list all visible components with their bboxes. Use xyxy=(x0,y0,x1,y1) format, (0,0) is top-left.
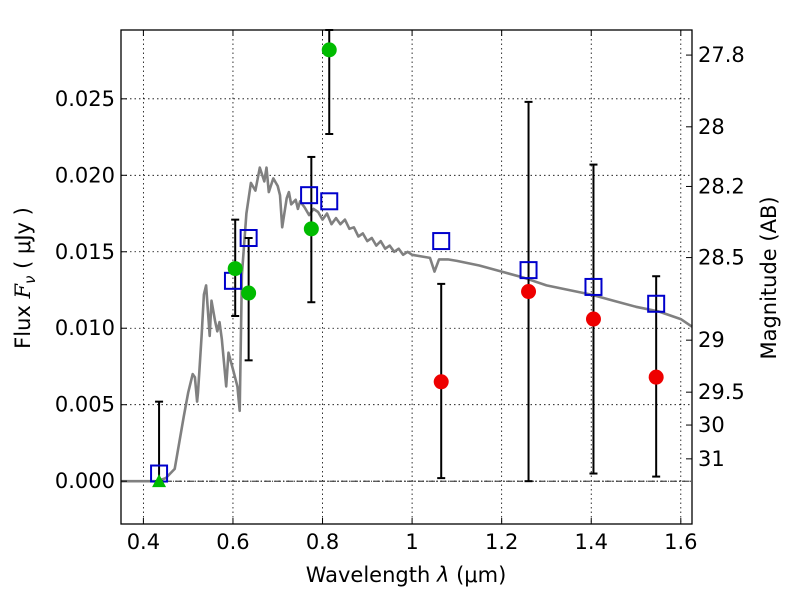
detection-point xyxy=(241,285,257,301)
ticks-layer: 0.4 0.6 0.8 1 1.2 1.4 1.6 0.000 0.005 0.010 0.015 0… xyxy=(55,30,745,554)
model-photometry-square xyxy=(320,192,339,211)
upper-limit-point xyxy=(585,311,601,327)
non-detection-triangle xyxy=(152,474,167,488)
x-axis-label: Wavelength λ (μm) xyxy=(306,563,507,587)
x-tick-label: 0.8 xyxy=(306,530,339,554)
upper-limit-point xyxy=(648,369,664,385)
model-photometry-square xyxy=(432,232,451,251)
x-tick-label: 1.6 xyxy=(664,530,697,554)
mag-tick-label: 29 xyxy=(698,328,725,352)
y-axis-f-symbol: F xyxy=(11,283,35,300)
detection-point xyxy=(227,261,243,277)
markers-layer xyxy=(150,42,666,488)
mag-tick-label: 31 xyxy=(698,447,725,471)
plot-frame xyxy=(120,29,693,525)
upper-limit-point xyxy=(521,284,537,300)
mag-tick-label: 28.5 xyxy=(698,246,745,270)
y-axis-label: Flux Fν ( μJy ) xyxy=(11,207,39,349)
y-tick-label: 0.010 xyxy=(55,316,115,340)
x-axis-unit: (μm) xyxy=(449,563,506,587)
y-tick-label: 0.025 xyxy=(55,87,115,111)
model-photometry-square xyxy=(647,294,666,313)
model-photometry-square xyxy=(519,261,538,280)
mag-tick-label: 28 xyxy=(698,115,725,139)
detection-point xyxy=(303,221,319,237)
upper-limit-point xyxy=(433,374,449,390)
mag-tick-label: 29.5 xyxy=(698,380,745,404)
y-tick-label: 0.020 xyxy=(55,163,115,187)
x-tick-label: 0.4 xyxy=(127,530,160,554)
y-tick-label: 0.005 xyxy=(55,393,115,417)
y-axis-label-prefix: Flux xyxy=(11,299,35,349)
detection-point xyxy=(321,42,337,58)
y2-axis-label: Magnitude (AB) xyxy=(757,196,781,359)
y-tick-label: 0.015 xyxy=(55,240,115,264)
mag-tick-label: 28.2 xyxy=(698,174,745,198)
mag-tick-label: 30 xyxy=(698,413,725,437)
mag-tick-label: 27.8 xyxy=(698,43,745,67)
x-tick-label: 1.2 xyxy=(485,530,518,554)
x-tick-label: 1.4 xyxy=(575,530,608,554)
model-photometry-square xyxy=(584,277,603,296)
x-tick-label: 1 xyxy=(405,530,418,554)
x-tick-label: 0.6 xyxy=(216,530,249,554)
y-axis-nu-subscript: ν xyxy=(21,276,39,284)
x-axis-lambda: λ xyxy=(436,563,449,587)
y-tick-label: 0.000 xyxy=(55,469,115,493)
y-axis-unit: ( μJy ) xyxy=(11,207,35,275)
model-photometry-square xyxy=(300,186,319,205)
x-axis-label-prefix: Wavelength xyxy=(306,563,437,587)
model-photometry-square xyxy=(239,229,258,247)
